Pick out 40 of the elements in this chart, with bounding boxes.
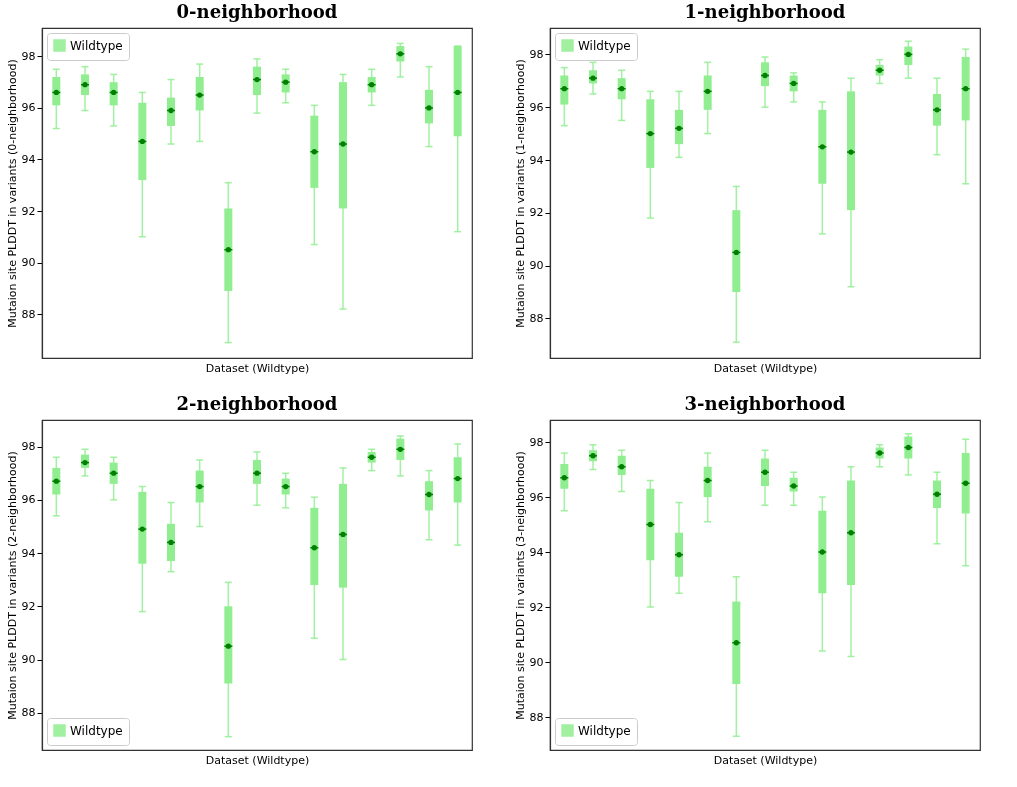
- y-tick-label: 90: [529, 259, 544, 273]
- chart-title: 1-neighborhood: [684, 1, 846, 22]
- legend-label: Wildtype: [70, 723, 123, 738]
- y-tick-label: 94: [529, 545, 544, 559]
- legend-label: Wildtype: [578, 723, 631, 738]
- y-tick-label: 96: [529, 490, 544, 504]
- chart-title: 0-neighborhood: [176, 1, 338, 22]
- y-tick-label: 96: [21, 101, 36, 115]
- y-tick-label: 98: [529, 47, 544, 61]
- y-tick-label: 96: [529, 100, 544, 114]
- chart-title: 3-neighborhood: [684, 393, 846, 414]
- y-tick-label: 92: [21, 599, 36, 613]
- y-tick-label: 88: [529, 710, 544, 724]
- x-axis-title: Dataset (Wildtype): [205, 753, 310, 767]
- legend-label: Wildtype: [578, 38, 631, 53]
- chart-title: 2-neighborhood: [176, 393, 338, 414]
- y-tick-label: 96: [21, 493, 36, 507]
- y-tick-label: 94: [529, 153, 544, 167]
- y-tick-label: 92: [529, 600, 544, 614]
- y-tick-label: 94: [21, 152, 36, 166]
- y-tick-label: 98: [21, 49, 36, 63]
- y-tick-label: 94: [21, 546, 36, 560]
- y-tick-label: 90: [21, 653, 36, 667]
- y-axis-title: Mutaion site PLDDT in variants (1-neighborhood): [513, 59, 527, 328]
- y-tick-label: 88: [21, 307, 36, 321]
- y-tick-label: 92: [21, 204, 36, 218]
- x-axis-title: Dataset (Wildtype): [713, 753, 818, 767]
- y-axis-title: Mutaion site PLDDT in variants (2-neighborhood): [5, 451, 19, 720]
- y-tick-label: 98: [21, 440, 36, 454]
- y-tick-label: 90: [529, 655, 544, 669]
- x-axis-title: Dataset (Wildtype): [205, 361, 310, 375]
- y-tick-label: 88: [529, 311, 544, 325]
- y-tick-label: 92: [529, 206, 544, 220]
- y-axis-title: Mutaion site PLDDT in variants (0-neighborhood): [5, 59, 19, 328]
- y-tick-label: 88: [21, 706, 36, 720]
- y-axis-title: Mutaion site PLDDT in variants (3-neighborhood): [513, 451, 527, 720]
- y-tick-label: 98: [529, 435, 544, 449]
- legend-label: Wildtype: [70, 38, 123, 53]
- y-tick-label: 90: [21, 256, 36, 270]
- x-axis-title: Dataset (Wildtype): [713, 361, 818, 375]
